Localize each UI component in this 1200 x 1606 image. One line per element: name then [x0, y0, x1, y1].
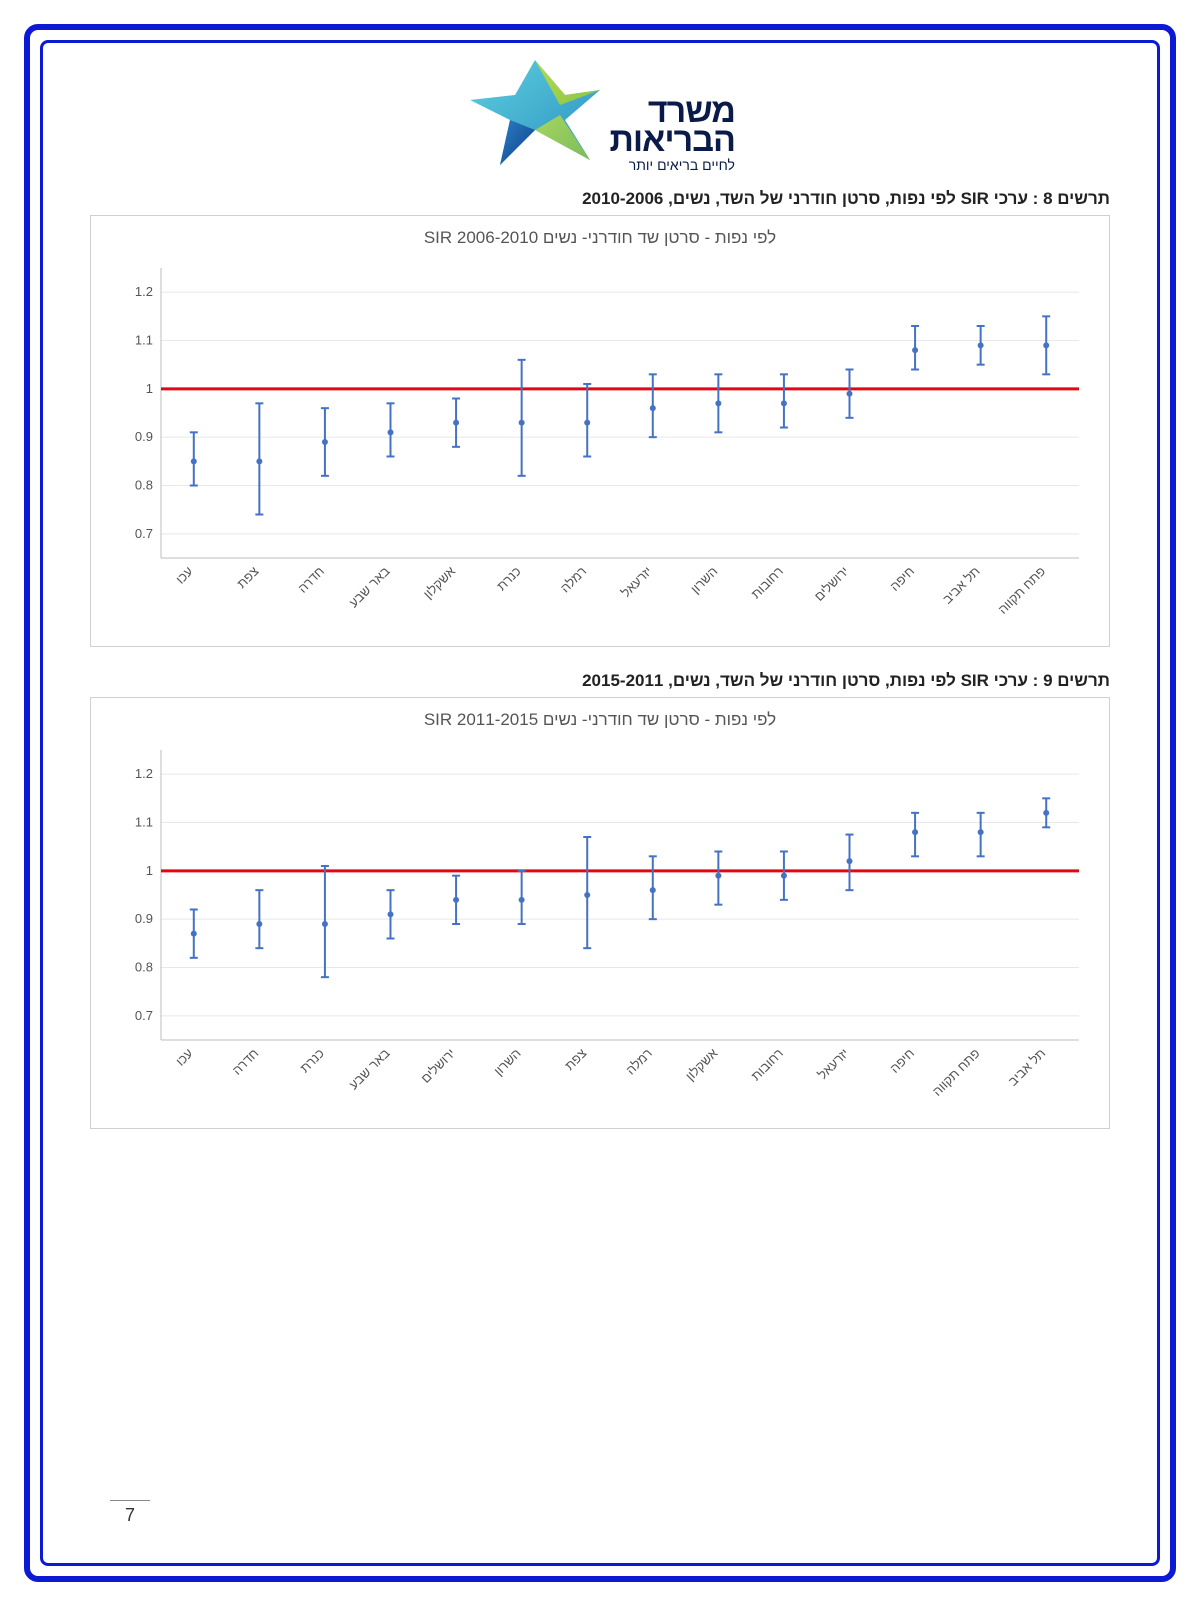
svg-text:ירושלים: ירושלים [811, 564, 851, 604]
chart8-title: SIR לפי נפות - סרטן שד חודרני- נשים 2006… [111, 228, 1089, 248]
svg-text:צפת: צפת [562, 1046, 590, 1074]
chart9: 0.7 0.8 0.9 1 1.1 1.2 עכו חדרה כנרת באר שבע ירושלי… [111, 740, 1089, 1120]
chart8-box: SIR לפי נפות - סרטן שד חודרני- נשים 2006… [90, 215, 1110, 647]
svg-text:חדרה: חדרה [229, 1046, 261, 1078]
svg-text:רחובות: רחובות [748, 564, 786, 602]
logo: משרד הבריאות לחיים בריאים יותר [90, 60, 1110, 175]
svg-text:0.9: 0.9 [135, 429, 153, 444]
chart8-caption: תרשים 8 : ערכי SIR לפי נפות, סרטן חודרני… [90, 189, 1110, 209]
chart9-title: SIR לפי נפות - סרטן שד חודרני- נשים 2011… [111, 710, 1089, 730]
svg-text:0.8: 0.8 [135, 960, 153, 975]
svg-text:1.1: 1.1 [135, 815, 153, 830]
svg-text:0.8: 0.8 [135, 478, 153, 493]
svg-text:יזרעאל: יזרעאל [618, 564, 655, 601]
star-icon [465, 60, 605, 170]
svg-text:1.1: 1.1 [135, 333, 153, 348]
logo-text: משרד הבריאות לחיים בריאים יותר [610, 97, 735, 173]
svg-text:ירושלים: ירושלים [418, 1046, 458, 1086]
svg-text:באר שבע: באר שבע [346, 1045, 393, 1092]
svg-text:רמלה: רמלה [623, 1046, 655, 1078]
svg-text:חיפה: חיפה [887, 1046, 917, 1076]
svg-text:רמלה: רמלה [557, 564, 589, 596]
svg-text:0.7: 0.7 [135, 1008, 153, 1023]
svg-text:פתח תקווה: פתח תקווה [995, 563, 1048, 616]
svg-text:פתח תקווה: פתח תקווה [929, 1045, 982, 1098]
svg-text:אשקלון: אשקלון [420, 564, 458, 602]
page: משרד הבריאות לחיים בריאים יותר תרשים 8 :… [0, 0, 1200, 1606]
svg-text:רחובות: רחובות [748, 1046, 786, 1084]
svg-text:צפת: צפת [234, 564, 262, 592]
chart9-box: SIR לפי נפות - סרטן שד חודרני- נשים 2011… [90, 697, 1110, 1129]
chart9-caption: תרשים 9 : ערכי SIR לפי נפות, סרטן חודרני… [90, 671, 1110, 691]
svg-text:חיפה: חיפה [887, 564, 917, 594]
chart8: 0.7 0.8 0.9 1 1.1 1.2 עכו צפת חדרה באר שבע אשקלון כ… [111, 258, 1089, 638]
svg-text:השרון: השרון [491, 1046, 524, 1079]
page-number: 7 [110, 1500, 150, 1526]
svg-text:1: 1 [146, 863, 153, 878]
svg-text:1.2: 1.2 [135, 766, 153, 781]
svg-text:כנרת: כנרת [494, 563, 524, 593]
svg-text:0.7: 0.7 [135, 526, 153, 541]
svg-text:כנרת: כנרת [297, 1045, 327, 1075]
svg-text:תל אביב: תל אביב [1005, 1046, 1048, 1089]
svg-text:1: 1 [146, 381, 153, 396]
content-area: משרד הבריאות לחיים בריאים יותר תרשים 8 :… [90, 60, 1110, 1546]
logo-line2: הבריאות [610, 126, 735, 155]
svg-text:יזרעאל: יזרעאל [815, 1046, 852, 1083]
svg-text:1.2: 1.2 [135, 284, 153, 299]
svg-text:השרון: השרון [688, 564, 721, 597]
svg-text:חדרה: חדרה [295, 564, 327, 596]
svg-text:אשקלון: אשקלון [683, 1046, 721, 1084]
svg-text:באר שבע: באר שבע [346, 563, 393, 610]
svg-text:0.9: 0.9 [135, 911, 153, 926]
svg-text:עכו: עכו [173, 1046, 196, 1069]
svg-text:תל אביב: תל אביב [940, 564, 983, 607]
logo-tagline: לחיים בריאים יותר [610, 157, 735, 173]
svg-text:עכו: עכו [173, 564, 196, 587]
